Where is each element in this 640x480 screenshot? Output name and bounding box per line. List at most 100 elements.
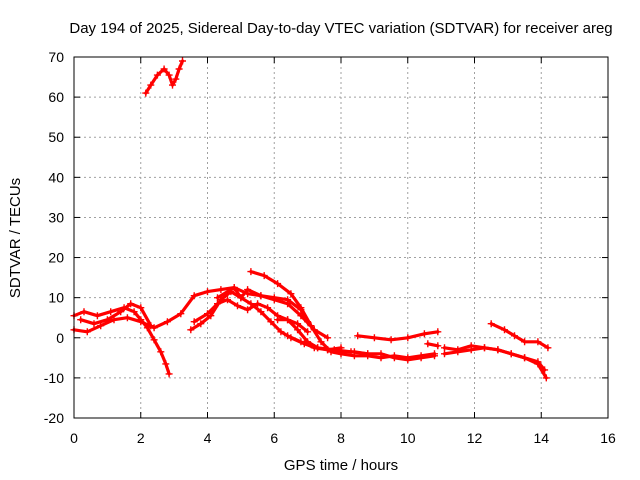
- data-point: [237, 294, 245, 302]
- data-point: [80, 308, 88, 316]
- data-point: [467, 342, 475, 350]
- y-tick-label: 70: [48, 49, 64, 65]
- data-point: [257, 308, 265, 316]
- data-point: [254, 300, 262, 308]
- axis-ticks: [73, 56, 609, 419]
- series-sat-l: [424, 340, 442, 350]
- data-point: [544, 344, 552, 352]
- x-tick-label: 12: [467, 430, 483, 446]
- data-point: [297, 304, 305, 312]
- x-tick-label: 4: [204, 430, 212, 446]
- data-point: [304, 328, 312, 336]
- data-point: [172, 75, 180, 83]
- data-point: [244, 306, 252, 314]
- data-point: [130, 308, 138, 316]
- data-point: [274, 280, 282, 288]
- x-tick-label: 8: [337, 430, 345, 446]
- series-sat-a: [142, 57, 186, 97]
- series-sat-d: [77, 300, 155, 330]
- data-point: [150, 336, 158, 344]
- data-point: [294, 326, 302, 334]
- data-point: [214, 294, 221, 302]
- data-point: [294, 320, 302, 328]
- data-point: [284, 300, 292, 308]
- data-point: [153, 71, 161, 79]
- data-point: [284, 316, 292, 324]
- data-point: [307, 322, 315, 330]
- series-sat-n: [441, 342, 550, 382]
- data-point: [163, 318, 171, 326]
- data-point: [324, 346, 332, 354]
- data-point: [417, 354, 425, 362]
- data-point: [204, 310, 211, 318]
- data-point: [162, 360, 170, 368]
- data-point: [337, 348, 345, 356]
- data-point: [521, 338, 529, 346]
- data-point: [434, 328, 442, 336]
- data-point: [244, 286, 252, 294]
- data-point: [354, 332, 362, 340]
- data-point: [142, 89, 150, 97]
- data-point: [534, 338, 542, 346]
- data-point: [297, 338, 305, 346]
- data-point: [434, 342, 442, 350]
- series-layer: [70, 57, 552, 382]
- data-point: [542, 374, 550, 382]
- series-sat-i: [274, 316, 312, 336]
- data-point: [404, 356, 412, 364]
- data-point: [127, 300, 135, 308]
- data-point: [274, 316, 282, 324]
- data-point: [521, 354, 529, 362]
- x-tick-label: 2: [137, 430, 145, 446]
- data-point: [284, 332, 292, 340]
- data-point: [190, 292, 198, 300]
- data-point: [157, 348, 165, 356]
- data-point: [260, 272, 268, 280]
- data-point: [424, 340, 432, 348]
- data-point: [137, 318, 145, 326]
- data-point: [197, 320, 205, 328]
- data-point: [234, 302, 241, 310]
- data-point: [277, 328, 285, 336]
- data-point: [165, 71, 173, 79]
- y-tick-label: 50: [48, 129, 64, 145]
- series-line: [442, 344, 548, 380]
- data-point: [190, 318, 198, 326]
- y-tick-label: 0: [56, 330, 64, 346]
- data-point: [441, 350, 448, 358]
- data-point: [147, 322, 155, 330]
- data-point: [165, 370, 173, 378]
- data-point: [224, 296, 231, 304]
- x-tick-label: 10: [400, 430, 416, 446]
- data-point: [160, 65, 168, 73]
- series-sat-o: [487, 320, 552, 352]
- data-point: [77, 316, 85, 324]
- data-point: [169, 81, 176, 89]
- y-tick-label: 20: [48, 250, 64, 266]
- data-point: [217, 286, 225, 294]
- data-point: [404, 334, 412, 342]
- x-tick-labels: 0 2 4 6 8 10 12 14 16: [70, 430, 616, 446]
- data-point: [317, 338, 325, 346]
- x-tick-label: 14: [533, 430, 549, 446]
- data-point: [310, 344, 318, 352]
- data-point: [350, 348, 358, 356]
- data-point: [441, 344, 448, 352]
- series-line: [249, 270, 437, 360]
- data-point: [123, 314, 131, 322]
- data-point: [324, 334, 332, 342]
- y-tick-label: -20: [44, 410, 64, 426]
- data-point: [387, 336, 395, 344]
- y-tick-label: 40: [48, 169, 64, 185]
- x-tick-label: 0: [70, 430, 78, 446]
- data-point: [431, 352, 438, 360]
- y-axis-label: SDTVAR / TECUs: [7, 178, 24, 298]
- data-point: [230, 284, 238, 292]
- series-line: [489, 322, 550, 350]
- y-tick-label: -10: [44, 370, 64, 386]
- data-point: [267, 318, 275, 326]
- y-tick-label: 60: [48, 89, 64, 105]
- data-point: [487, 320, 495, 328]
- series-line: [356, 330, 440, 342]
- data-point: [147, 81, 155, 89]
